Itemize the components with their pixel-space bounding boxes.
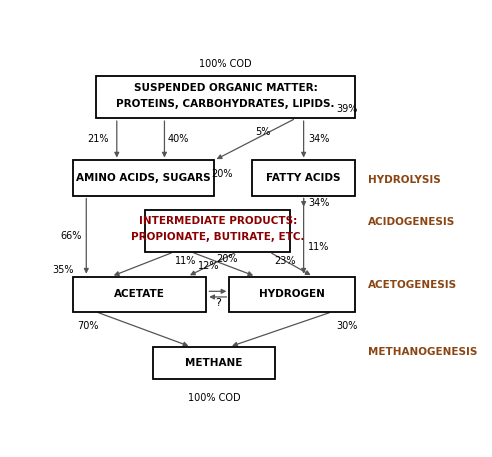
Text: 34%: 34%	[308, 197, 330, 207]
Text: SUSPENDED ORGANIC MATTER:: SUSPENDED ORGANIC MATTER:	[134, 83, 317, 93]
Text: ACIDOGENESIS: ACIDOGENESIS	[369, 217, 456, 227]
Bar	[229, 276, 355, 312]
Text: 21%: 21%	[88, 134, 109, 144]
Text: ?: ?	[215, 298, 221, 308]
Text: PROPIONATE, BUTIRATE, ETC.: PROPIONATE, BUTIRATE, ETC.	[131, 232, 305, 242]
Text: 39%: 39%	[337, 104, 358, 114]
Text: 30%: 30%	[337, 321, 358, 331]
Text: 100% COD: 100% COD	[199, 58, 252, 69]
Text: HYDROLYSIS: HYDROLYSIS	[369, 175, 441, 185]
Text: 23%: 23%	[274, 256, 295, 266]
Text: FATTY ACIDS: FATTY ACIDS	[266, 173, 341, 183]
Text: INTERMEDIATE PRODUCTS:: INTERMEDIATE PRODUCTS:	[139, 216, 297, 226]
Text: 66%: 66%	[61, 231, 82, 241]
Text: 34%: 34%	[308, 134, 330, 144]
Text: ACETOGENESIS: ACETOGENESIS	[369, 280, 458, 290]
Text: HYDROGEN: HYDROGEN	[259, 289, 325, 299]
Bar	[252, 160, 355, 196]
Text: 5%: 5%	[255, 127, 270, 137]
Bar	[146, 210, 290, 252]
Text: 11%: 11%	[308, 242, 330, 252]
Text: 35%: 35%	[53, 265, 74, 275]
Text: 20%: 20%	[211, 169, 232, 179]
Text: 12%: 12%	[198, 261, 219, 271]
Text: ACETATE: ACETATE	[114, 289, 165, 299]
Text: 70%: 70%	[77, 321, 99, 331]
Text: 40%: 40%	[167, 134, 188, 144]
Bar	[73, 160, 214, 196]
Text: 100% COD: 100% COD	[188, 393, 240, 403]
Bar	[153, 347, 275, 378]
Text: METHANE: METHANE	[185, 358, 243, 368]
Bar	[96, 76, 355, 118]
Text: METHANOGENESIS: METHANOGENESIS	[369, 347, 478, 357]
Text: 20%: 20%	[216, 254, 238, 264]
Text: PROTEINS, CARBOHYDRATES, LIPIDS.: PROTEINS, CARBOHYDRATES, LIPIDS.	[116, 99, 335, 109]
Text: 11%: 11%	[175, 256, 196, 266]
Bar	[73, 276, 207, 312]
Text: AMINO ACIDS, SUGARS: AMINO ACIDS, SUGARS	[76, 173, 211, 183]
